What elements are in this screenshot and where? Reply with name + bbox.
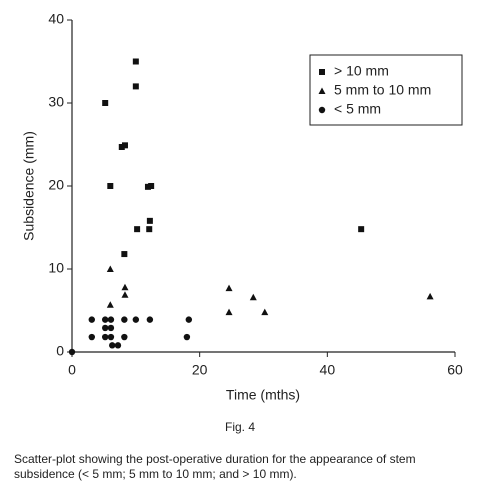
point-square bbox=[107, 183, 114, 189]
point-square bbox=[121, 142, 128, 149]
point-square bbox=[144, 183, 151, 190]
point-circle bbox=[183, 333, 191, 341]
point-triangle bbox=[426, 292, 434, 300]
point-circle bbox=[101, 333, 109, 341]
point-circle bbox=[185, 316, 193, 323]
point-circle bbox=[146, 316, 154, 323]
point-square bbox=[132, 83, 139, 90]
y-tick-label: 10 bbox=[48, 260, 64, 276]
point-circle bbox=[114, 342, 122, 349]
x-tick-label: 0 bbox=[68, 362, 76, 378]
x-tick-label: 40 bbox=[320, 362, 336, 378]
point-square bbox=[319, 69, 325, 75]
point-circle bbox=[107, 333, 115, 341]
y-tick-label: 20 bbox=[48, 177, 64, 193]
point-square bbox=[148, 183, 155, 189]
x-tick-label: 60 bbox=[447, 362, 463, 378]
point-circle bbox=[132, 316, 140, 323]
point-circle bbox=[101, 324, 109, 332]
point-triangle bbox=[261, 308, 269, 316]
point-circle bbox=[88, 316, 95, 323]
point-square bbox=[121, 251, 128, 258]
point-circle bbox=[101, 316, 109, 323]
point-triangle bbox=[106, 301, 114, 308]
point-circle bbox=[88, 333, 95, 341]
point-square bbox=[146, 226, 153, 233]
chart: Time (mths) Subsidence (mm) Fig. 4 0 20 40… bbox=[21, 11, 463, 434]
legend-label: < 5 mm bbox=[334, 101, 381, 117]
point-triangle bbox=[225, 284, 233, 292]
point-circle bbox=[121, 316, 128, 323]
point-square bbox=[118, 143, 125, 150]
point-square bbox=[134, 226, 141, 233]
point-circle bbox=[68, 348, 76, 356]
point-triangle bbox=[249, 293, 257, 301]
point-triangle bbox=[106, 265, 114, 272]
caption: Scatter-plot showing the post-operative … bbox=[14, 452, 416, 481]
point-square bbox=[358, 226, 365, 233]
point-circle bbox=[107, 316, 115, 323]
point-triangle bbox=[121, 291, 129, 298]
x-axis-label: Time (mths) bbox=[226, 387, 300, 403]
point-square bbox=[146, 217, 153, 224]
point-circle bbox=[121, 333, 128, 341]
point-circle bbox=[107, 324, 115, 332]
y-tick-label: 40 bbox=[48, 11, 64, 27]
point-circle bbox=[109, 342, 116, 349]
figure-label: Fig. 4 bbox=[225, 420, 255, 434]
point-triangle bbox=[121, 283, 129, 291]
y-tick-label: 0 bbox=[56, 343, 64, 359]
x-tick-label: 20 bbox=[192, 362, 208, 378]
y-axis-label: Subsidence (mm) bbox=[21, 131, 37, 241]
point-square bbox=[102, 100, 109, 106]
y-tick-label: 30 bbox=[48, 94, 64, 110]
legend-box bbox=[309, 54, 463, 126]
legend-label: 5 mm to 10 mm bbox=[334, 82, 431, 98]
legend-label: > 10 mm bbox=[334, 63, 389, 79]
point-circle bbox=[318, 106, 326, 114]
point-triangle bbox=[318, 87, 326, 94]
point-square bbox=[132, 58, 139, 65]
point-triangle bbox=[225, 308, 233, 316]
